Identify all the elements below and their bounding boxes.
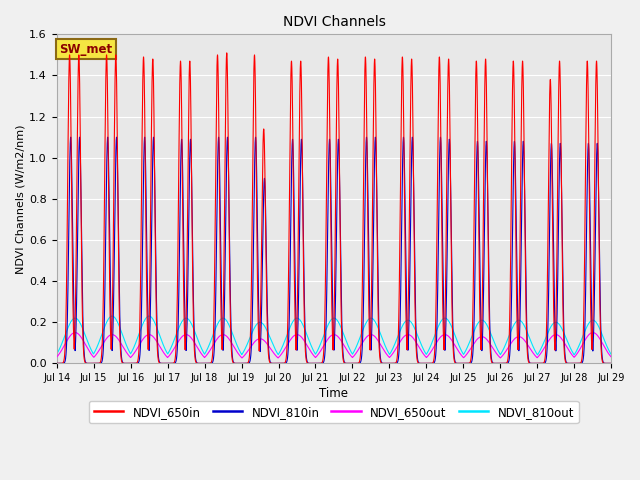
Legend: NDVI_650in, NDVI_810in, NDVI_650out, NDVI_810out: NDVI_650in, NDVI_810in, NDVI_650out, NDV… [89,401,579,423]
Title: NDVI Channels: NDVI Channels [282,15,385,29]
X-axis label: Time: Time [319,387,348,400]
Text: SW_met: SW_met [60,43,113,56]
Y-axis label: NDVI Channels (W/m2/nm): NDVI Channels (W/m2/nm) [15,124,25,274]
